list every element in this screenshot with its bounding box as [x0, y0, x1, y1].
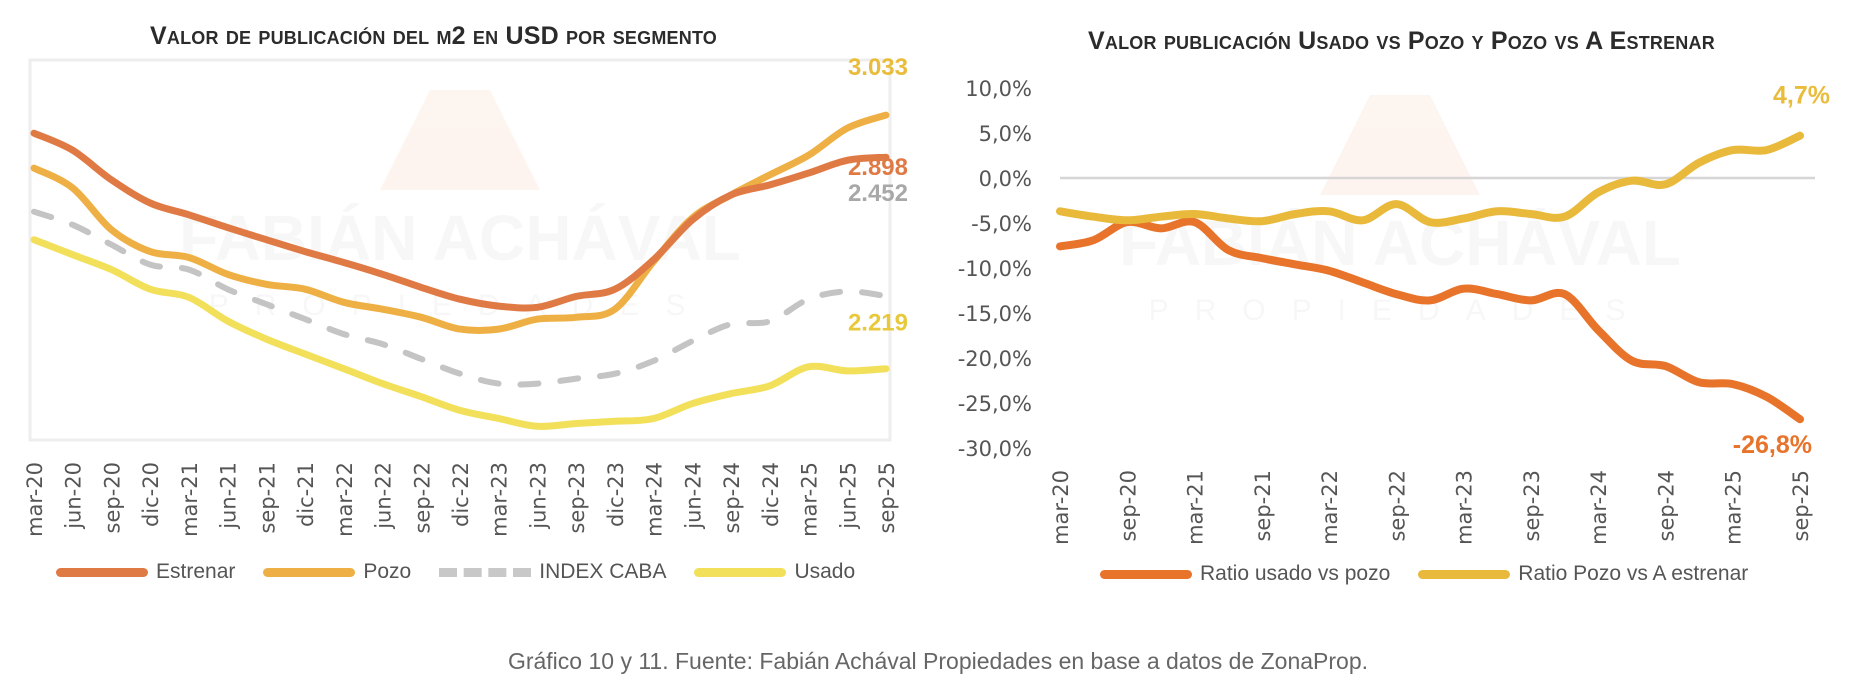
legend-right: Ratio usado vs pozo Ratio Pozo vs A estre…: [1100, 562, 1776, 586]
x-tick-label-right: mar-20: [1049, 470, 1073, 545]
x-tick-label-right: sep-24: [1654, 470, 1678, 542]
end-label-pozo: 3.033: [848, 54, 908, 81]
x-tick-label-left: dic-21: [294, 462, 318, 527]
legend-item: Ratio usado vs pozo: [1100, 562, 1390, 586]
x-tick-label-right: mar-23: [1453, 470, 1477, 545]
chart-title-left: Valor de publicación del m2 en USD por s…: [150, 22, 718, 50]
x-tick-label-left: jun-23: [526, 462, 550, 530]
y-tick-label-right: 0,0%: [979, 167, 1032, 191]
x-tick-label-left: jun-25: [836, 462, 860, 530]
watermark-roof-icon: [380, 90, 540, 190]
x-tick-label-left: sep-22: [410, 462, 434, 534]
legend-swatch: [263, 567, 356, 577]
x-tick-label-left: mar-20: [23, 462, 47, 537]
x-tick-label-left: jun-21: [217, 462, 241, 530]
legend-swatch: [1100, 569, 1192, 579]
legend-swatch: [694, 567, 787, 577]
y-tick-label-right: -15,0%: [958, 302, 1032, 326]
x-tick-label-left: dic-24: [759, 462, 783, 527]
x-tick-label-right: sep-20: [1116, 470, 1140, 542]
legend-label: Ratio Pozo vs A estrenar: [1518, 562, 1749, 585]
series-line-usado: [30, 236, 890, 430]
x-tick-label-left: mar-25: [798, 462, 822, 537]
x-tick-label-left: mar-22: [333, 462, 357, 537]
legend-label: Estrenar: [156, 560, 236, 583]
legend-swatch: [439, 567, 532, 577]
legend-swatch: [56, 567, 148, 577]
y-tick-label-right: -25,0%: [958, 392, 1032, 416]
x-tick-label-left: sep-20: [100, 462, 124, 534]
x-tick-label-left: mar-23: [488, 462, 512, 537]
watermark-roof-icon: [1320, 95, 1480, 195]
series-line-ratio-usado-vs-pozo: [1056, 217, 1804, 424]
x-tick-label-left: jun-22: [372, 462, 396, 530]
legend-item: Pozo: [263, 560, 411, 584]
legend-label: INDEX CABA: [539, 560, 667, 583]
legend-label: Pozo: [363, 560, 412, 583]
end-label-usado: 2.219: [848, 310, 908, 337]
y-tick-label-right: 5,0%: [979, 122, 1032, 146]
series-line-estrenar: [30, 129, 890, 312]
end-label-ratio-usado-vs-pozo: -26,8%: [1733, 431, 1812, 459]
figure-caption: Gráfico 10 y 11. Fuente: Fabián Achával …: [507, 648, 1369, 674]
end-label-estrenar: 2.898: [848, 154, 908, 181]
x-tick-label-left: jun-20: [62, 462, 86, 530]
x-tick-label-right: sep-25: [1789, 470, 1813, 542]
legend-item: Ratio Pozo vs A estrenar: [1418, 562, 1748, 586]
x-tick-label-left: mar-24: [643, 462, 667, 537]
legend-item: Estrenar: [56, 560, 235, 584]
legend-item: INDEX CABA: [439, 560, 666, 584]
legend-label: Ratio usado vs pozo: [1200, 562, 1391, 585]
end-label-ratio-pozo-vs-a-estrenar: 4,7%: [1773, 82, 1830, 110]
x-tick-label-left: sep-24: [720, 462, 744, 534]
x-tick-label-left: dic-23: [604, 462, 628, 527]
watermark-sub: PROPIEDADES: [209, 289, 712, 322]
y-tick-label-right: -5,0%: [971, 212, 1032, 236]
x-tick-label-left: dic-20: [139, 462, 163, 527]
x-tick-label-left: sep-23: [565, 462, 589, 534]
x-tick-label-right: mar-21: [1184, 470, 1208, 545]
legend-swatch: [1418, 569, 1511, 579]
x-tick-label-right: sep-23: [1520, 470, 1544, 542]
x-tick-label-right: sep-21: [1251, 470, 1275, 542]
chart-title-right: Valor publicación Usado vs Pozo y Pozo v…: [1088, 27, 1715, 55]
series-line-ratio-pozo-vs-a-estrenar: [1056, 131, 1804, 227]
legend-label: Usado: [794, 560, 856, 583]
y-tick-label-right: -30,0%: [958, 437, 1032, 461]
y-tick-label-right: -10,0%: [958, 257, 1032, 281]
x-tick-label-right: mar-24: [1587, 470, 1611, 545]
x-tick-label-left: mar-21: [178, 462, 202, 537]
x-tick-label-left: jun-24: [681, 462, 705, 530]
x-tick-label-right: mar-25: [1722, 470, 1746, 545]
y-tick-label-right: -20,0%: [958, 347, 1032, 371]
x-tick-label-left: sep-21: [255, 462, 279, 534]
x-tick-label-left: sep-25: [875, 462, 899, 534]
x-tick-label-right: sep-22: [1385, 470, 1409, 542]
y-tick-label-right: 10,0%: [965, 77, 1032, 101]
x-tick-label-left: dic-22: [449, 462, 473, 527]
series-line-index-caba: [31, 208, 889, 388]
plot-area-left: [28, 58, 892, 442]
x-tick-label-right: mar-22: [1318, 470, 1342, 545]
end-label-index-caba: 2.452: [848, 180, 908, 207]
legend-item: Usado: [694, 560, 855, 584]
legend-left: Estrenar Pozo INDEX CABA Usado: [56, 560, 883, 584]
